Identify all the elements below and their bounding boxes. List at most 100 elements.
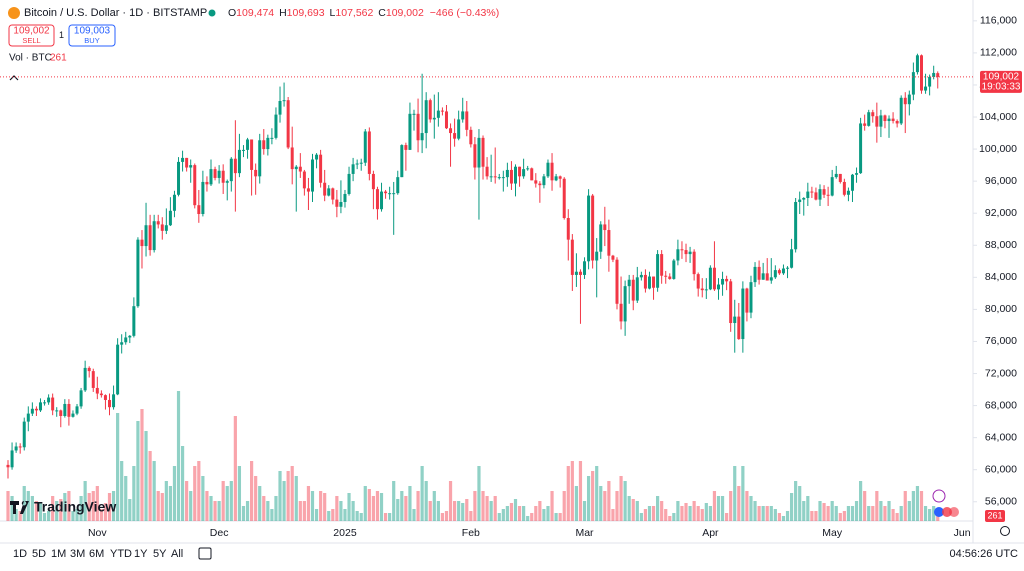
volume-bar xyxy=(302,501,306,521)
candle-body xyxy=(302,171,306,189)
volume-bar xyxy=(152,461,156,521)
candle-body xyxy=(826,194,830,196)
volume-bar xyxy=(733,466,737,521)
logo-text: TradingView xyxy=(34,499,116,515)
calendar-icon[interactable] xyxy=(198,547,212,560)
candle-body xyxy=(578,271,582,275)
candle-body xyxy=(282,100,286,102)
timeframe-button[interactable]: 1M xyxy=(51,548,66,560)
candle-body xyxy=(514,166,517,184)
candle-body xyxy=(380,191,384,210)
volume-bar xyxy=(250,461,254,521)
timeframe-button[interactable]: 3M xyxy=(70,548,85,560)
volume-bar xyxy=(432,491,436,521)
candle-body xyxy=(160,224,164,231)
volume-bar xyxy=(883,506,887,521)
candle-body xyxy=(270,137,274,139)
candle-body xyxy=(290,147,294,170)
volume-bar xyxy=(457,501,461,521)
volume-bar xyxy=(631,499,635,521)
logo-icon xyxy=(10,501,29,514)
sell-button[interactable] xyxy=(8,24,55,47)
timeframe-button[interactable]: 6M xyxy=(89,548,104,560)
volume-bar xyxy=(47,511,51,521)
ohlc-key: C xyxy=(378,7,386,19)
candle-body xyxy=(221,170,225,183)
volume-bar xyxy=(704,503,708,521)
candle-body xyxy=(412,113,416,115)
candle-body xyxy=(241,149,245,151)
volume-bar xyxy=(168,486,172,521)
volume-bar xyxy=(213,501,217,521)
volume-bar xyxy=(623,481,627,521)
timeframe-button[interactable]: YTD xyxy=(110,548,132,560)
volume-bar xyxy=(501,509,505,521)
volume-bar xyxy=(95,486,99,521)
volume-bar xyxy=(282,481,286,521)
candle-body xyxy=(704,289,708,291)
candle-body xyxy=(315,154,319,160)
last-price-box xyxy=(980,70,1022,93)
volume-bar xyxy=(327,511,331,521)
timeframe-button[interactable]: 5D xyxy=(32,548,46,560)
volume-bar xyxy=(75,509,79,521)
candle-body xyxy=(55,410,59,412)
volume-bar xyxy=(586,476,591,521)
volume-bar xyxy=(538,501,542,521)
ohlc-value: 107,562 xyxy=(335,7,373,19)
timeframe-button[interactable]: 5Y xyxy=(153,548,167,560)
volume-bar xyxy=(643,509,648,521)
candle-body xyxy=(619,303,623,322)
candle-body xyxy=(501,177,505,179)
volume-bar xyxy=(83,481,87,521)
timeframe-button[interactable]: 1D xyxy=(13,548,27,560)
candle-body xyxy=(436,110,440,118)
settings-icon[interactable] xyxy=(1000,526,1010,536)
candle-body xyxy=(140,239,144,247)
volume-bar xyxy=(319,491,323,521)
candle-body xyxy=(729,281,733,324)
x-tick-label: 2025 xyxy=(333,527,357,539)
volume-bar xyxy=(262,496,266,521)
volume-value: 261 xyxy=(50,53,67,64)
candle-body xyxy=(294,166,298,170)
timeframe-button[interactable]: 1Y xyxy=(134,548,148,560)
volume-bar xyxy=(233,416,237,521)
candle-body xyxy=(67,403,71,417)
volume-bar xyxy=(757,506,761,521)
volume-bar xyxy=(534,506,538,521)
collapse-icon[interactable] xyxy=(9,75,19,81)
volume-bar xyxy=(164,481,168,521)
y-tick-label: 100,000 xyxy=(979,143,1017,155)
candle-body xyxy=(635,277,639,301)
volume-bar xyxy=(802,501,806,521)
volume-bar xyxy=(509,503,514,521)
x-tick-label: Dec xyxy=(210,527,229,539)
volume-bar xyxy=(810,511,814,521)
buy-button[interactable] xyxy=(68,24,116,47)
volume-bar xyxy=(225,486,229,521)
ohlc-value: 109,474 xyxy=(236,7,274,19)
candle-body xyxy=(47,397,51,403)
candle-body xyxy=(915,55,919,73)
candle-body xyxy=(542,176,546,186)
volume-bar xyxy=(635,501,639,521)
flag-icon[interactable] xyxy=(949,507,959,517)
volume-bar xyxy=(716,496,721,521)
candle-body xyxy=(623,286,627,322)
candle-body xyxy=(570,239,574,275)
candle-body xyxy=(733,316,737,324)
candle-body xyxy=(181,157,185,162)
volume-bar xyxy=(91,491,95,521)
volume-bar xyxy=(554,513,558,521)
timeframe-button[interactable]: All xyxy=(171,548,183,560)
events-icon[interactable] xyxy=(932,489,946,503)
candle-body xyxy=(753,266,757,283)
volume-bar xyxy=(473,491,477,521)
flag-icon[interactable] xyxy=(934,507,944,517)
volume-bar xyxy=(359,513,363,521)
flag-icon[interactable] xyxy=(942,507,952,517)
volume-bar xyxy=(388,513,392,521)
candle-body xyxy=(453,133,457,139)
candle-body xyxy=(343,193,347,202)
